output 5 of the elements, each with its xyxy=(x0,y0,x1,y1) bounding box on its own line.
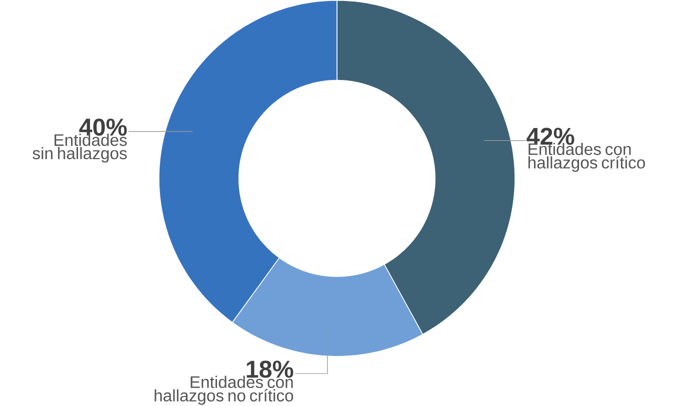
slice-label: Entidades sin hallazgos xyxy=(32,134,127,163)
data-label: 40% xyxy=(79,118,127,136)
slice-label: Entidades con hallazgos crítico xyxy=(528,142,645,172)
data-label: 18% xyxy=(246,360,294,378)
data-label: 42% xyxy=(526,128,574,145)
